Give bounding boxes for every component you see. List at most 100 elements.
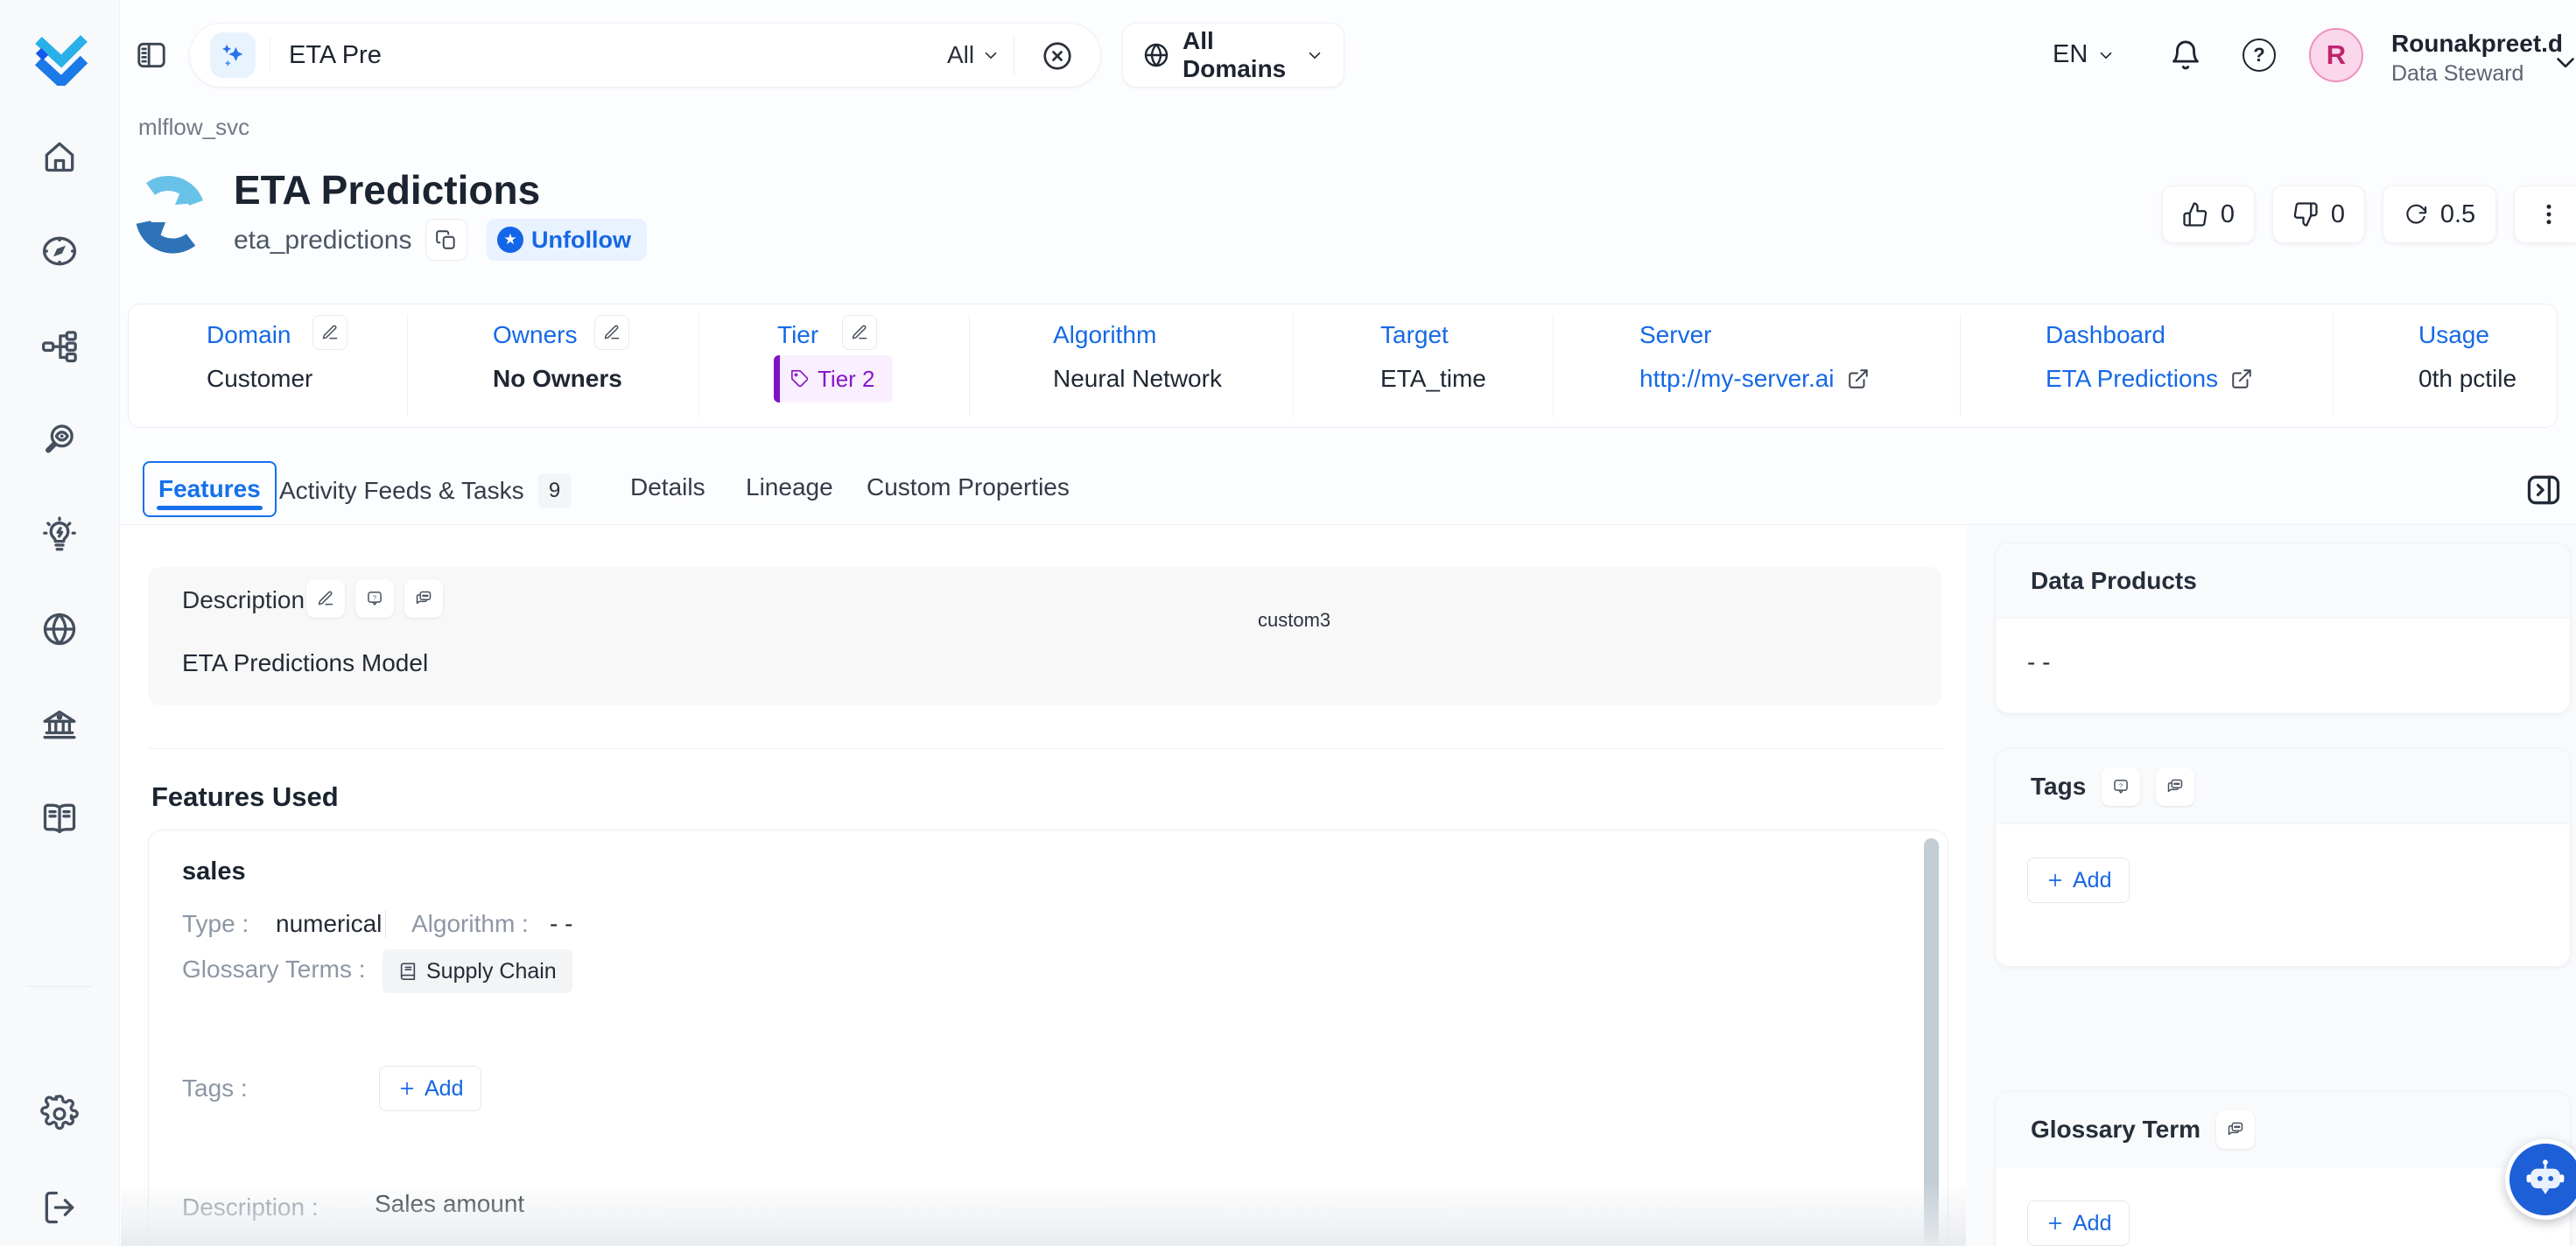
tab-details[interactable]: Details <box>630 473 705 501</box>
add-glossary-term-button[interactable]: Add <box>2027 1200 2130 1246</box>
request-description-button[interactable]: ? <box>355 579 394 618</box>
meta-target-value: ETA_time <box>1380 365 1486 392</box>
all-domains-dropdown[interactable]: All Domains <box>1122 23 1344 88</box>
meta-divider <box>1293 314 1294 417</box>
description-conversation-button[interactable] <box>404 579 443 618</box>
sidebar-item-settings[interactable] <box>40 1095 79 1133</box>
upvote-button[interactable]: 0 <box>2162 186 2255 243</box>
chat-threads-icon <box>2168 779 2183 792</box>
tab-lineage[interactable]: Lineage <box>746 473 833 501</box>
tags-title: Tags <box>2031 772 2087 800</box>
tab-activity-label: Activity Feeds & Tasks <box>279 477 524 504</box>
language-label: EN <box>2053 40 2088 68</box>
panel-left-icon <box>137 42 165 68</box>
entity-fqn: eta_predictions <box>234 226 412 255</box>
app-logo[interactable] <box>30 21 93 86</box>
chevron-down-icon <box>2100 52 2112 59</box>
thumbs-down-icon <box>2293 202 2318 227</box>
copy-name-button[interactable] <box>425 219 467 261</box>
search-input[interactable] <box>289 24 902 87</box>
glossary-term-chip[interactable]: Supply Chain <box>383 949 572 993</box>
server-link[interactable]: http://my-server.ai <box>1639 365 1870 393</box>
downvote-count: 0 <box>2330 200 2346 228</box>
glossary-conversation-button[interactable] <box>2216 1110 2256 1149</box>
version-button[interactable]: 0.5 <box>2383 186 2496 243</box>
tags-conversation-button[interactable] <box>2156 766 2195 806</box>
external-link-icon <box>2232 369 2251 388</box>
search-scope-dropdown[interactable]: All <box>947 41 1000 69</box>
sidebar-item-data-assets[interactable] <box>40 327 79 366</box>
user-avatar[interactable]: R <box>2309 28 2363 82</box>
sidebar-item-explore[interactable] <box>40 232 79 270</box>
tier-tag[interactable]: Tier 2 <box>774 355 893 402</box>
mlflow-service-icon <box>128 172 214 257</box>
tab-details-label: Details <box>630 473 705 500</box>
edit-description-button[interactable] <box>306 579 345 618</box>
feature-inline-divider <box>385 910 386 938</box>
meta-server-label: Server <box>1639 321 1712 348</box>
meta-divider <box>969 314 970 417</box>
sidebar-item-home[interactable] <box>40 136 79 175</box>
tabbar-divider <box>120 524 2576 525</box>
add-tag-button[interactable]: Add <box>2027 858 2130 903</box>
sidebar-item-learning[interactable] <box>40 799 79 837</box>
help-button[interactable]: ? <box>2243 38 2276 72</box>
plus-icon <box>400 1082 414 1096</box>
govern-bank-icon <box>43 710 76 739</box>
request-tags-button[interactable]: ? <box>2102 766 2141 806</box>
breadcrumb[interactable]: mlflow_svc <box>138 114 250 140</box>
meta-divider <box>2333 314 2334 417</box>
sidebar-item-logout[interactable] <box>40 1188 79 1227</box>
data-flow-icon <box>42 331 77 363</box>
unfollow-button[interactable]: ★ Unfollow <box>487 219 647 261</box>
plus-icon <box>2048 1216 2062 1230</box>
search-clear-button[interactable] <box>1042 40 1073 72</box>
star-icon: ★ <box>497 227 523 253</box>
server-url: http://my-server.ai <box>1639 365 1835 392</box>
user-menu-caret[interactable] <box>2551 47 2576 77</box>
glossary-book-icon <box>400 962 416 980</box>
user-role: Data Steward <box>2391 61 2524 86</box>
add-glossary-term-label: Add <box>2073 1210 2112 1236</box>
dashboard-link[interactable]: ETA Predictions <box>2046 365 2253 393</box>
comment-question-icon: ? <box>2114 779 2129 794</box>
downvote-button[interactable]: 0 <box>2272 186 2365 243</box>
feature-list-scrollbar[interactable] <box>1924 838 1939 1246</box>
edit-domain-button[interactable] <box>312 315 347 350</box>
meta-owners-value: No Owners <box>493 365 622 392</box>
meta-tier-label[interactable]: Tier <box>777 321 819 348</box>
sidebar-item-govern[interactable] <box>40 705 79 744</box>
meta-domain-label[interactable]: Domain <box>207 321 291 348</box>
feature-add-tag-button[interactable]: Add <box>379 1066 482 1111</box>
ai-search-button[interactable] <box>210 32 256 78</box>
glossary-term-title: Glossary Term <box>2031 1115 2201 1143</box>
more-actions-button[interactable] <box>2514 186 2576 243</box>
description-heading: Description <box>182 586 305 613</box>
sidebar-toggle-button[interactable] <box>135 38 168 72</box>
chevron-down-icon <box>1309 52 1321 60</box>
feature-name[interactable]: sales <box>182 858 246 886</box>
sidebar-item-domains[interactable] <box>40 610 79 648</box>
sidebar-item-observability[interactable] <box>40 421 79 459</box>
feature-description-label: Description : <box>182 1194 319 1221</box>
chatbot-button[interactable] <box>2505 1139 2576 1220</box>
home-icon <box>45 142 74 172</box>
collapse-right-panel-button[interactable] <box>2524 471 2563 509</box>
edit-owners-button[interactable] <box>594 315 629 350</box>
explore-compass-icon <box>42 236 77 266</box>
left-nav-rail <box>0 0 120 1246</box>
glossary-term-card: Glossary Term Add <box>1995 1091 2571 1246</box>
plus-icon <box>2048 873 2062 887</box>
tab-activity-feeds[interactable]: Activity Feeds & Tasks 9 <box>279 473 572 508</box>
data-products-header: Data Products <box>1996 543 2570 619</box>
tab-custom-properties[interactable]: Custom Properties <box>867 473 1070 501</box>
edit-tier-button[interactable] <box>842 315 877 350</box>
meta-divider <box>1960 314 1961 417</box>
notifications-button[interactable] <box>2169 38 2202 72</box>
tab-features[interactable]: Features <box>143 461 277 517</box>
meta-owners-label[interactable]: Owners <box>493 321 578 348</box>
meta-dashboard-label: Dashboard <box>2046 321 2165 348</box>
language-selector[interactable]: EN <box>2053 40 2116 69</box>
tab-custom-properties-label: Custom Properties <box>867 473 1070 500</box>
sidebar-item-insights[interactable] <box>40 516 79 555</box>
